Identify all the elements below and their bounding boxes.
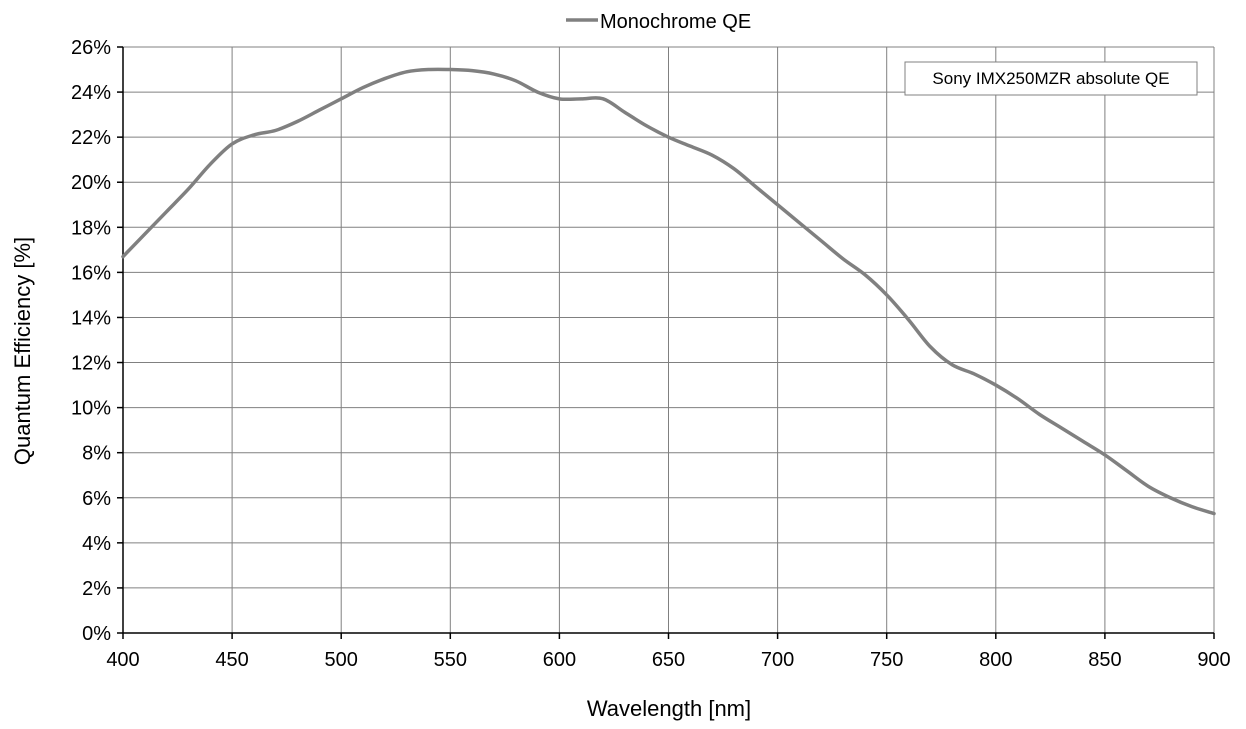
y-tick-label: 8% xyxy=(82,443,111,465)
grid xyxy=(122,46,1215,634)
legend: Monochrome QE xyxy=(566,11,751,33)
x-tick-label: 900 xyxy=(1197,649,1230,671)
x-axis-title: Wavelength [nm] xyxy=(587,696,751,721)
y-tick-label: 0% xyxy=(82,623,111,645)
annotation-text: Sony IMX250MZR absolute QE xyxy=(932,69,1169,88)
y-tick-label: 6% xyxy=(82,488,111,510)
x-tick-label: 850 xyxy=(1088,649,1121,671)
series-layer xyxy=(121,67,1216,516)
series-line xyxy=(121,67,1216,516)
axes: 0% 2% 4% 6% 8% 10% 12% 14% 16% 18% 20% 22% 24% 26% 400… xyxy=(71,37,1231,671)
y-tick-label: 10% xyxy=(71,398,111,420)
y-tick-label: 18% xyxy=(71,217,111,239)
y-tick-label: 22% xyxy=(71,127,111,149)
x-tick-label: 400 xyxy=(106,649,139,671)
y-tick-label: 12% xyxy=(71,353,111,375)
x-tick-label: 600 xyxy=(543,649,576,671)
annotation: Sony IMX250MZR absolute QE xyxy=(904,61,1198,96)
x-tick-label: 650 xyxy=(652,649,685,671)
y-tick-label: 2% xyxy=(82,578,111,600)
y-tick-label: 14% xyxy=(71,307,111,329)
y-tick-label: 16% xyxy=(71,262,111,284)
y-tick-label: 20% xyxy=(71,172,111,194)
y-axis-title: Quantum Efficiency [%] xyxy=(10,237,35,465)
y-tick-label: 4% xyxy=(82,533,111,555)
y-tick-label: 24% xyxy=(71,82,111,104)
x-tick-label: 450 xyxy=(215,649,248,671)
x-tick-label: 500 xyxy=(325,649,358,671)
legend-label: Monochrome QE xyxy=(600,11,751,33)
annotation-box xyxy=(904,61,1198,96)
x-tick-label: 550 xyxy=(434,649,467,671)
x-tick-label: 700 xyxy=(761,649,794,671)
x-tick-label: 750 xyxy=(870,649,903,671)
x-tick-label: 800 xyxy=(979,649,1012,671)
y-tick-label: 26% xyxy=(71,37,111,59)
